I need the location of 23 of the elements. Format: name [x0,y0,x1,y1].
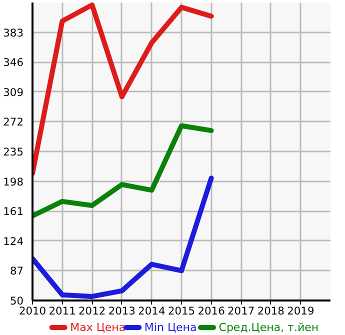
legend-label: Min Цена [144,321,197,334]
x-tick-label: 2010 [18,304,46,318]
legend-label: Max Цена [70,321,126,334]
x-tick-label: 2016 [198,304,226,318]
y-tick-label: 383 [3,26,24,40]
y-tick-label: 198 [3,175,24,188]
x-tick-label: 2017 [228,304,255,318]
x-tick-label: 2013 [108,304,136,318]
y-tick-label: 124 [3,234,24,248]
y-tick-label: 272 [3,116,24,129]
y-tick-label: 346 [3,56,24,70]
x-tick-label: 2018 [257,304,285,318]
y-tick-label: 161 [3,205,24,218]
x-tick-label: 2019 [287,304,314,318]
x-tick-label: 2015 [168,304,196,318]
y-tick-label: 50 [10,294,24,308]
legend-label: Сред.Цена, т.йен [218,321,319,334]
x-tick-label: 2011 [48,304,76,318]
y-tick-label: 87 [10,264,24,278]
y-tick-label: 309 [3,86,24,99]
x-tick-label: 2014 [138,304,166,318]
y-tick-label: 235 [3,146,24,158]
x-tick-label: 2012 [78,304,106,318]
